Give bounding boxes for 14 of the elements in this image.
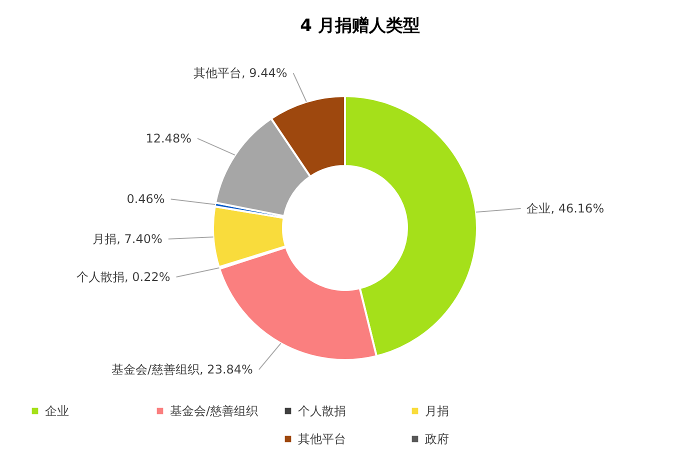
legend-label: 政府 [425, 432, 449, 446]
data-label: 个人散捐, 0.22% [76, 270, 170, 284]
data-label: 其他平台, 9.44% [194, 66, 288, 80]
legend-label: 月捐 [425, 404, 449, 418]
data-label: 基金会/慈善组织, 23.84% [112, 362, 253, 377]
data-label: 0.46% [126, 192, 165, 206]
chart-title: 4 月捐赠人类型 [300, 16, 420, 36]
legend-label: 基金会/慈善组织 [170, 404, 258, 418]
legend-label: 其他平台 [298, 432, 346, 446]
legend-label: 个人散捐 [298, 404, 346, 418]
data-label: 12.48% [146, 131, 192, 146]
legend-label: 企业 [45, 404, 69, 418]
data-label: 企业, 46.16% [526, 202, 604, 216]
data-label: 月捐, 7.40% [92, 232, 162, 246]
